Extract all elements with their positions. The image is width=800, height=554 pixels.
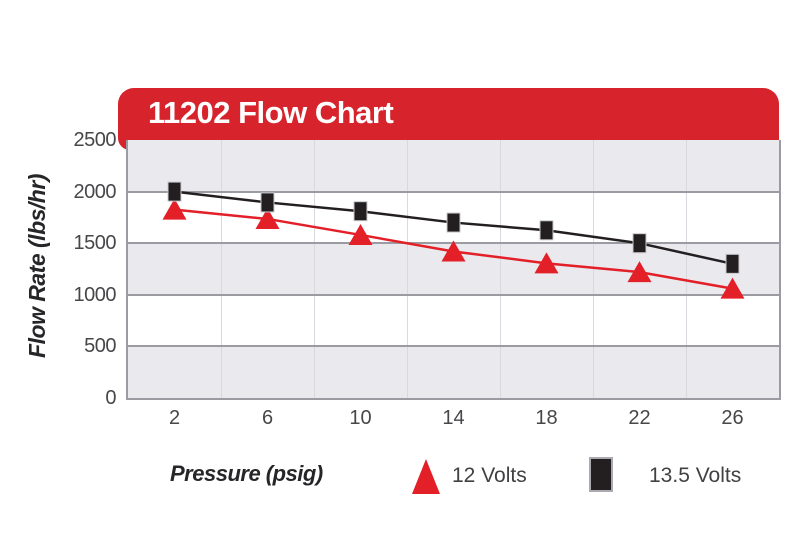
y-axis-title: Flow Rate (lbs/hr) <box>24 174 50 358</box>
series-layer <box>162 181 745 299</box>
horizontal-gridline <box>128 345 779 348</box>
horizontal-gridline <box>128 293 779 296</box>
y-tick-label: 1000 <box>73 283 117 306</box>
chart-title: 11202 Flow Chart <box>148 95 394 130</box>
marker-13-5-volts <box>353 201 368 222</box>
legend-square-marker-icon <box>589 457 613 492</box>
x-tick-label: 6 <box>261 407 274 429</box>
vertical-gridline <box>686 140 687 398</box>
y-tick-label: 500 <box>84 335 116 358</box>
marker-12-volts <box>534 252 559 274</box>
vertical-gridline <box>221 140 222 398</box>
vertical-gridline <box>500 140 501 398</box>
marker-13-5-volts <box>632 233 647 254</box>
marker-13-5-volts <box>260 192 275 213</box>
legend-label-12-volts: 12 Volts <box>452 464 527 487</box>
marker-12-volts <box>348 223 373 245</box>
chart-title-banner: 11202 Flow Chart <box>118 88 779 150</box>
plot-area <box>126 140 781 400</box>
y-tick-label: 2000 <box>73 180 117 203</box>
plot-band <box>128 140 779 192</box>
plot-grid <box>128 140 779 398</box>
vertical-gridline <box>407 140 408 398</box>
plot-band <box>128 346 779 398</box>
marker-13-5-volts <box>539 220 554 241</box>
marker-12-volts <box>255 207 280 229</box>
x-tick-label: 18 <box>535 407 558 429</box>
x-tick-label: 10 <box>349 407 372 429</box>
x-tick-label: 22 <box>628 407 651 429</box>
legend-label-13-5-volts: 13.5 Volts <box>649 464 742 487</box>
marker-13-5-volts <box>446 212 461 233</box>
x-tick-label: 14 <box>442 407 465 429</box>
y-tick-label: 1500 <box>73 232 117 255</box>
legend-triangle-marker-icon <box>412 459 440 494</box>
marker-12-volts <box>162 198 187 220</box>
y-tick-label: 2500 <box>73 129 117 151</box>
marker-12-volts <box>627 261 652 283</box>
marker-13-5-volts <box>167 181 182 202</box>
plot-band <box>128 294 779 347</box>
vertical-gridline <box>314 140 315 398</box>
marker-13-5-volts <box>725 253 740 274</box>
x-axis-title: Pressure (psig) <box>170 461 323 486</box>
x-tick-label: 26 <box>721 407 744 429</box>
x-tick-label: 2 <box>168 407 181 429</box>
y-tick-label: 0 <box>105 387 116 409</box>
horizontal-gridline <box>128 190 779 193</box>
marker-12-volts <box>441 240 466 262</box>
marker-12-volts <box>720 277 745 299</box>
